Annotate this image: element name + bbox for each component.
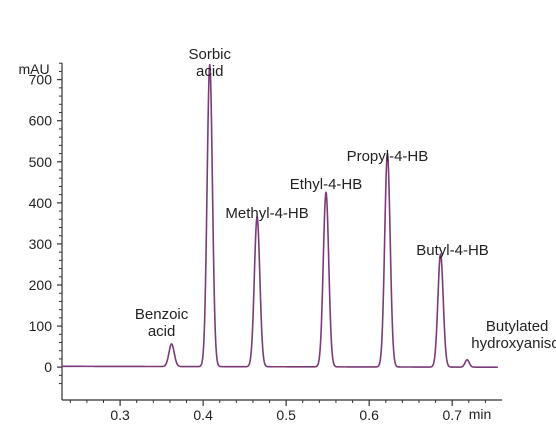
y-tick-label: 200 — [29, 277, 53, 293]
y-ticks: 0 100 200 300 400 500 600 700 — [29, 62, 62, 385]
axes: mAU min — [18, 61, 502, 422]
peak-label: Methyl-4-HB — [225, 205, 308, 222]
x-tick-label: 0.7 — [442, 407, 462, 423]
peak-label: Benzoic acid — [135, 306, 189, 340]
x-ticks: 0.3 0.4 0.5 0.6 0.7 — [69, 400, 486, 423]
y-tick-label: 100 — [29, 318, 53, 334]
peak-labels: Benzoic acid Sorbic acid Methyl-4-HB Ethyl-4-… — [135, 46, 556, 352]
x-axis-unit-label: min — [469, 406, 492, 422]
x-tick-label: 0.5 — [276, 407, 296, 423]
y-tick-label: 500 — [29, 154, 53, 170]
y-tick-label: 700 — [29, 72, 53, 88]
x-tick-label: 0.6 — [359, 407, 379, 423]
peak-label: Butyl-4-HB — [416, 242, 489, 259]
y-tick-label: 400 — [29, 195, 53, 211]
x-tick-label: 0.4 — [193, 407, 213, 423]
peak-label: Sorbic acid — [189, 46, 232, 80]
y-tick-label: 300 — [29, 236, 53, 252]
peak-label: Butylated hydroxyanisol — [471, 318, 556, 352]
peak-label: Ethyl-4-HB — [290, 176, 363, 193]
y-tick-label: 600 — [29, 113, 53, 129]
x-tick-label: 0.3 — [110, 407, 130, 423]
y-tick-label: 0 — [44, 359, 52, 375]
chromatogram-trace — [61, 63, 499, 368]
peak-label: Propyl-4-HB — [347, 148, 429, 165]
y-axis-unit-label: mAU — [18, 61, 49, 77]
